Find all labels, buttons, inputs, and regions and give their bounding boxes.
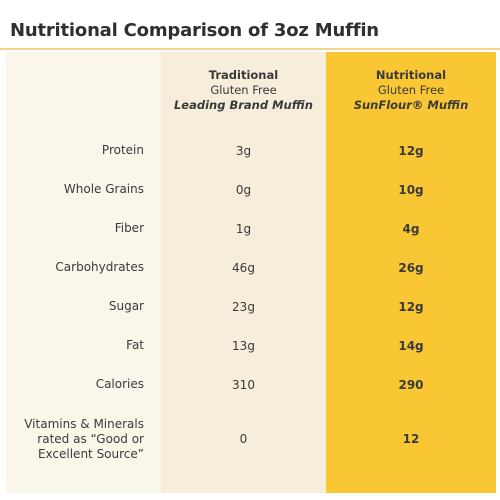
table-row-whole-grains: Whole Grains 0g 10g (0, 170, 500, 209)
sunflour-value: 290 (398, 377, 424, 392)
traditional-value: 0 (239, 432, 248, 446)
title-underline (0, 48, 500, 50)
row-label: Carbohydrates (55, 260, 144, 274)
table-row-calories: Calories 310 290 (0, 365, 500, 404)
row-label: Protein (101, 143, 144, 157)
sunflour-header-line1: Nutritional (375, 68, 447, 82)
sunflour-value: 14g (398, 338, 424, 353)
traditional-header-line1: Traditional (208, 68, 279, 82)
sunflour-value: 26g (398, 260, 424, 275)
table-row-fiber: Fiber 1g 4g (0, 209, 500, 248)
sunflour-value: 4g (402, 221, 420, 236)
traditional-value: 13g (232, 338, 255, 353)
traditional-value: 0g (235, 182, 252, 197)
sunflour-column-header: Nutritional Gluten Free SunFlour® Muffin (326, 68, 496, 113)
table-row-vitamins-minerals: Vitamins & Minerals rated as “Good or Ex… (0, 408, 500, 470)
sunflour-value: 10g (398, 182, 424, 197)
row-label: Sugar (108, 299, 144, 313)
table-row-sugar: Sugar 23g 12g (0, 287, 500, 326)
traditional-value: 23g (232, 299, 255, 314)
sunflour-column-background (326, 52, 496, 493)
traditional-value: 310 (232, 377, 255, 392)
row-label: Vitamins & Minerals rated as “Good or Ex… (24, 416, 144, 461)
row-label: Fat (126, 338, 144, 352)
row-label: Fiber (114, 221, 144, 235)
row-label: Whole Grains (63, 182, 144, 196)
traditional-value: 46g (232, 260, 255, 275)
sunflour-value: 12 (402, 432, 420, 446)
sunflour-value: 12g (398, 143, 424, 158)
table-row-carbohydrates: Carbohydrates 46g 26g (0, 248, 500, 287)
sunflour-header-line2: Gluten Free (377, 83, 445, 97)
page-title: Nutritional Comparison of 3oz Muffin (10, 20, 379, 41)
sunflour-header-line3: SunFlour® Muffin (353, 98, 469, 112)
traditional-value: 1g (235, 221, 252, 236)
traditional-column-background (161, 52, 326, 493)
sunflour-value: 12g (398, 299, 424, 314)
traditional-header-line2: Gluten Free (210, 83, 277, 97)
traditional-header-line3: Leading Brand Muffin (173, 98, 313, 112)
row-label: Calories (95, 377, 144, 391)
table-row-protein: Protein 3g 12g (0, 131, 500, 170)
table-row-fat: Fat 13g 14g (0, 326, 500, 365)
traditional-column-header: Traditional Gluten Free Leading Brand Mu… (161, 68, 326, 113)
traditional-value: 3g (235, 143, 252, 158)
